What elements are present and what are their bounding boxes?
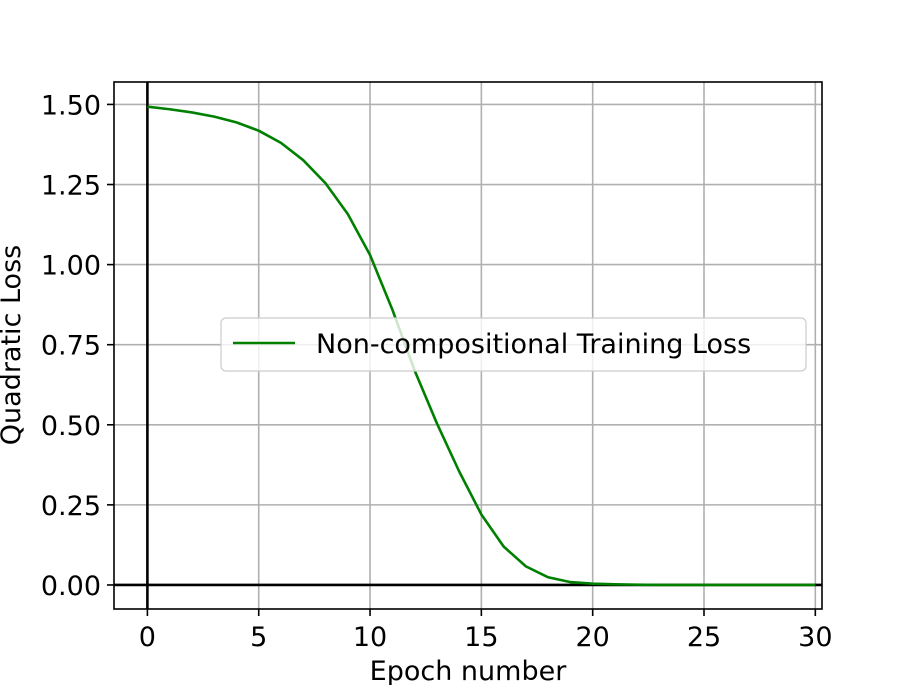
- plot-frame: [113, 81, 823, 610]
- x-tick-label: 20: [575, 622, 609, 653]
- y-tick-label: 1.50: [41, 90, 101, 121]
- y-tick-label: 1.00: [41, 251, 101, 282]
- y-axis-ticks: 0.00 0.25 0.50 0.75 1.00 1.25 1.50: [41, 90, 114, 602]
- legend: Non-compositional Training Loss: [220, 317, 807, 372]
- legend-box: [220, 317, 807, 372]
- x-axis-ticks: 0 5 10 15 20 25 30: [139, 609, 833, 653]
- legend-label: Non-compositional Training Loss: [316, 329, 751, 360]
- y-tick-label: 0.75: [41, 331, 101, 362]
- y-tick-label: 1.25: [41, 171, 101, 202]
- x-tick-label: 30: [798, 622, 832, 653]
- series-layer: [147, 105, 816, 587]
- y-tick-label: 0.50: [41, 411, 101, 442]
- x-axis-label: Epoch number: [370, 656, 568, 685]
- series-line: [147, 105, 816, 587]
- x-tick-label: 25: [687, 622, 721, 653]
- y-tick-label: 0.00: [41, 571, 101, 602]
- x-tick-label: 5: [250, 622, 267, 653]
- y-axis-label: Quadratic Loss: [0, 245, 27, 445]
- x-tick-label: 0: [139, 622, 156, 653]
- y-tick-label: 0.25: [41, 491, 101, 522]
- x-tick-label: 10: [353, 622, 387, 653]
- x-tick-label: 15: [464, 622, 498, 653]
